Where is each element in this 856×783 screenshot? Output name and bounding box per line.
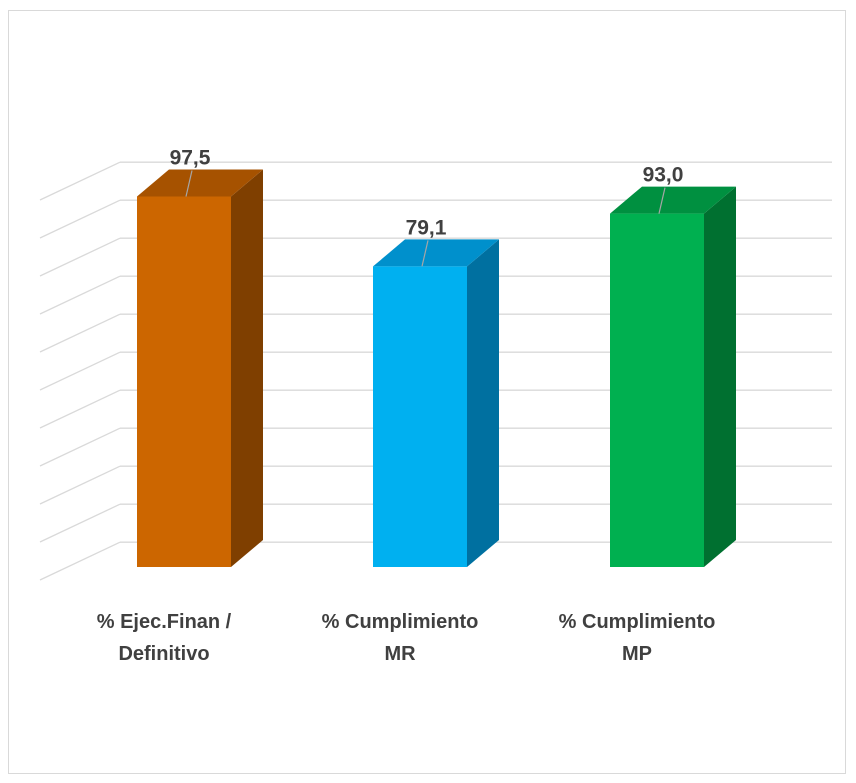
data-label: 97,5 bbox=[170, 147, 211, 170]
bar-side bbox=[704, 186, 736, 567]
category-labels: % Ejec.Finan / Definitivo % Cumplimiento MR… bbox=[97, 611, 716, 665]
grid-line-side bbox=[39, 541, 121, 581]
grid-line-side bbox=[39, 351, 121, 391]
grid-line-side bbox=[39, 275, 121, 315]
bar-side bbox=[467, 239, 499, 568]
grid-line-side bbox=[39, 465, 121, 505]
data-label: 93,0 bbox=[643, 164, 684, 187]
grid-line-side bbox=[39, 237, 121, 277]
data-label: 79,1 bbox=[406, 216, 447, 239]
category-label: % Cumplimiento MR bbox=[322, 611, 479, 665]
data-label-leader bbox=[421, 240, 429, 267]
data-labels: 97,5 79,1 93,0 bbox=[170, 147, 684, 267]
grid-line-side bbox=[39, 389, 121, 429]
bars bbox=[137, 169, 736, 568]
category-label-line: % Cumplimiento bbox=[559, 611, 716, 633]
category-label-line: Definitivo bbox=[118, 643, 209, 665]
category-label: % Cumplimiento MP bbox=[559, 611, 716, 665]
category-label-line: MR bbox=[384, 643, 416, 665]
bar bbox=[373, 266, 467, 567]
category-label-line: MP bbox=[622, 643, 652, 665]
bar bbox=[610, 213, 704, 567]
grid-line-side bbox=[39, 161, 121, 201]
grid-line-side bbox=[39, 503, 121, 543]
category-label: % Ejec.Finan / Definitivo bbox=[97, 611, 232, 665]
bar-top bbox=[137, 169, 263, 197]
category-label-line: % Ejec.Finan / bbox=[97, 611, 232, 633]
category-label-line: % Cumplimiento bbox=[322, 611, 479, 633]
grid-line-side bbox=[39, 199, 121, 239]
bar-top bbox=[610, 186, 736, 214]
bar-side bbox=[231, 169, 263, 567]
data-label-leader bbox=[185, 170, 193, 197]
data-label-leader bbox=[658, 187, 666, 214]
bar bbox=[137, 196, 231, 567]
grid-line-side bbox=[39, 427, 121, 467]
grid-line-side bbox=[39, 313, 121, 353]
bar-top bbox=[373, 239, 499, 267]
